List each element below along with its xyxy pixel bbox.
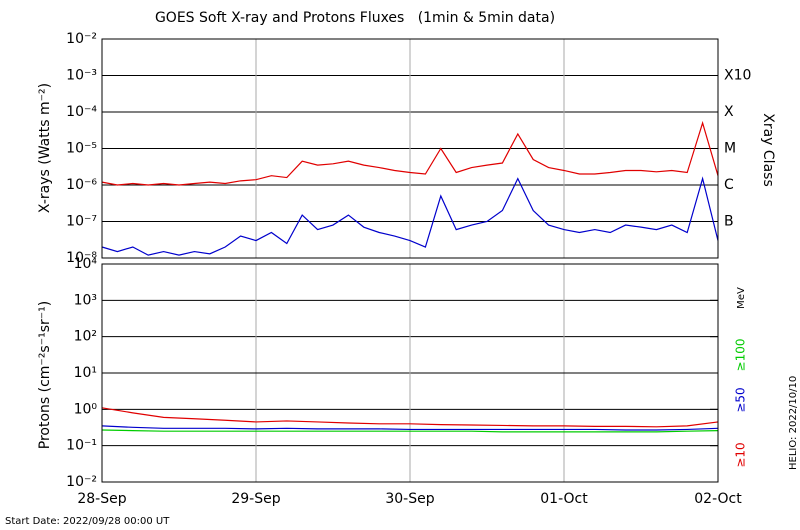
y-tick-label: 10² <box>74 329 97 345</box>
data-line <box>101 407 719 428</box>
plot-frame <box>101 38 719 259</box>
x-tick-label: 30-Sep <box>385 491 434 507</box>
x-tick-label: 29-Sep <box>231 491 280 507</box>
x-tick-label: 28-Sep <box>77 491 126 507</box>
data-line <box>101 120 719 186</box>
y-tick-label: 10⁴ <box>74 256 98 272</box>
y-tick-label: 10⁻⁸ <box>66 250 97 266</box>
y-axis-title: Protons (cm⁻²s⁻¹sr⁻¹) <box>37 301 53 450</box>
y-tick-label: 10¹ <box>74 365 97 381</box>
y-tick-label: 10³ <box>74 292 97 308</box>
y-tick-label: 10⁻² <box>66 31 97 47</box>
data-line <box>101 176 719 256</box>
plot-frame <box>101 263 719 483</box>
legend-label: ≥10 <box>734 442 748 467</box>
credit: HELIO: 2022/10/10 <box>788 376 799 470</box>
y-tick-label: 10⁻⁵ <box>66 141 97 157</box>
right-axis-title: Xray Class <box>760 113 776 187</box>
y-tick-label: 10⁻³ <box>66 68 97 84</box>
class-label: X10 <box>724 68 751 84</box>
start-date: Start Date: 2022/09/28 00:00 UT <box>5 516 170 527</box>
chart-title: GOES Soft X-ray and Protons Fluxes (1min… <box>155 10 555 26</box>
x-tick-label: 01-Oct <box>540 491 588 507</box>
y-tick-label: 10⁻¹ <box>66 438 97 454</box>
y-tick-label: 10⁻² <box>66 474 97 490</box>
y-tick-label: 10⁰ <box>74 401 98 417</box>
legend-label: ≥50 <box>734 387 748 412</box>
data-line <box>101 429 719 433</box>
legend-label: ≥100 <box>734 339 748 372</box>
y-tick-label: 10⁻⁶ <box>66 177 97 193</box>
y-tick-label: 10⁻⁷ <box>66 214 97 230</box>
class-label: C <box>724 177 734 193</box>
class-label: X <box>724 104 734 120</box>
class-label: M <box>724 141 736 157</box>
y-axis-title: X-rays (Watts m⁻²) <box>37 83 53 213</box>
data-line <box>101 425 719 431</box>
class-label: B <box>724 214 734 230</box>
y-tick-label: 10⁻⁴ <box>66 104 97 120</box>
unit-label: MeV <box>736 287 747 309</box>
x-tick-label: 02-Oct <box>694 491 742 507</box>
